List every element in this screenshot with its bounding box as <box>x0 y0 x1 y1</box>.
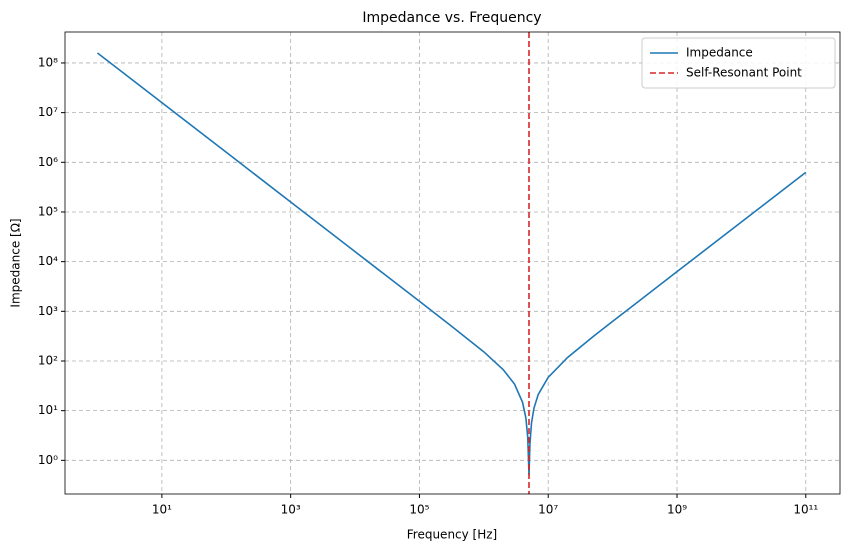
legend-box <box>641 37 836 89</box>
legend-label: Impedance <box>686 46 753 60</box>
y-axis-label: Impedance [Ω] <box>9 218 23 307</box>
y-tick-label: 10¹ <box>38 403 58 417</box>
x-tick-label: 10¹ <box>152 503 172 517</box>
y-tick-label: 10⁶ <box>38 155 58 169</box>
legend-label: Self-Resonant Point <box>686 66 802 80</box>
y-tick-label: 10⁸ <box>38 55 58 69</box>
y-tick-label: 10⁷ <box>38 105 58 119</box>
x-tick-label: 10³ <box>281 503 301 517</box>
y-tick-label: 10⁰ <box>38 453 58 467</box>
y-tick-label: 10⁴ <box>38 254 58 268</box>
x-axis-label: Frequency [Hz] <box>407 528 498 542</box>
x-tick-label: 10⁹ <box>667 503 687 517</box>
x-tick-label: 10⁷ <box>538 503 558 517</box>
x-tick-label: 10¹¹ <box>793 503 818 517</box>
y-tick-label: 10³ <box>38 304 58 318</box>
y-tick-label: 10⁵ <box>38 204 58 218</box>
x-tick-label: 10⁵ <box>409 503 429 517</box>
line <box>96 52 807 476</box>
plot-frame <box>64 31 841 495</box>
chart-title: Impedance vs. Frequency <box>362 10 541 26</box>
y-tick-label: 10² <box>38 353 58 367</box>
